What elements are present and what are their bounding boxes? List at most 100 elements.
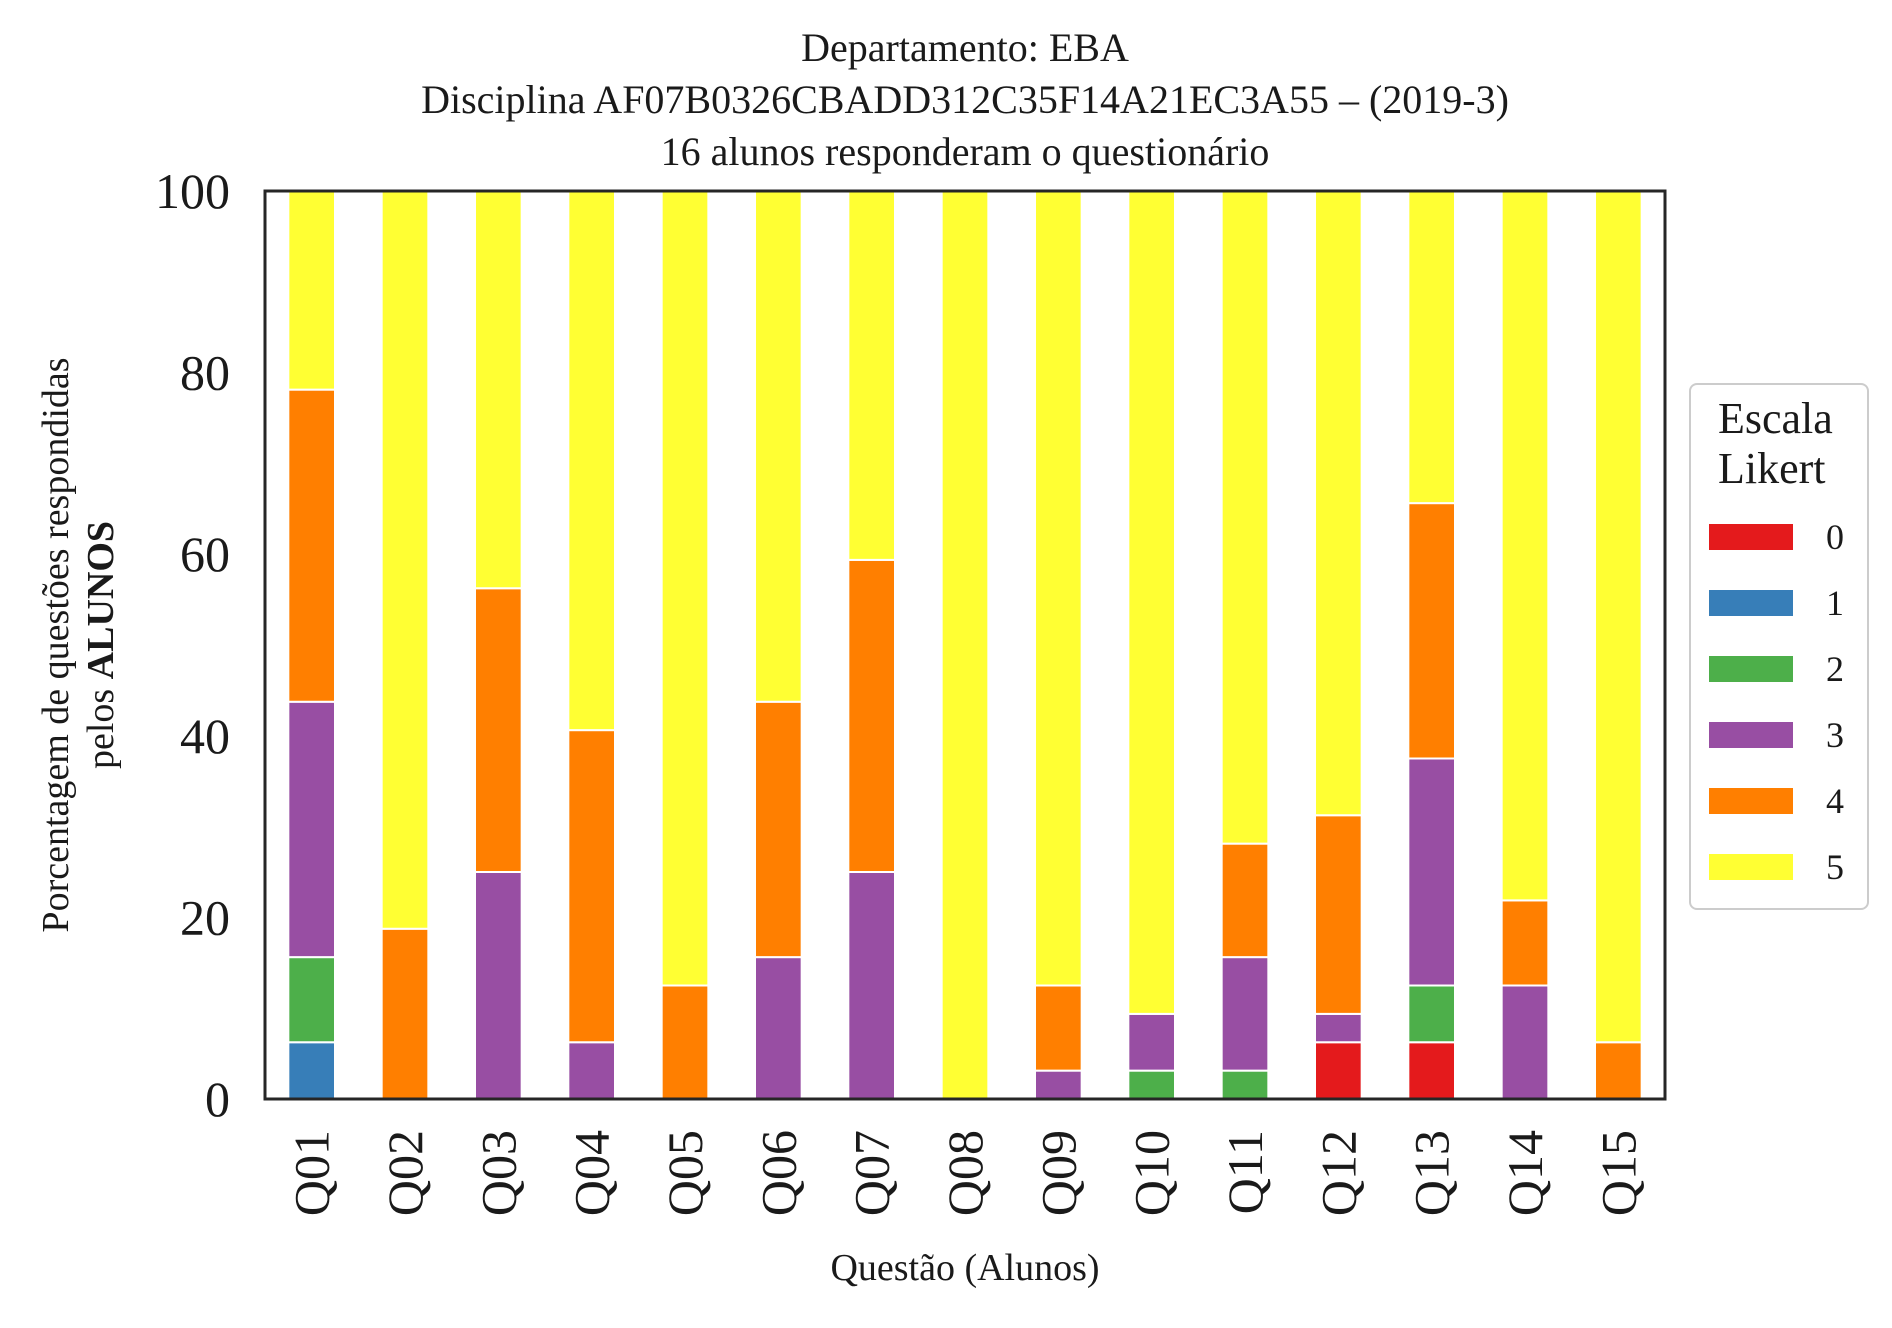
bar-segment-q06-scale-4 <box>754 700 803 959</box>
bar-segment-q13-scale-0 <box>1407 1041 1457 1100</box>
bar-segment-q06-scale-3 <box>754 956 803 1100</box>
bar-segment-q14-scale-5 <box>1500 190 1550 902</box>
bar-segment-q11-scale-5 <box>1220 190 1270 845</box>
x-tick-label: Q10 <box>1124 1130 1180 1216</box>
chart-title-line-1: Departamento: EBA <box>801 25 1129 70</box>
x-tick-label: Q14 <box>1497 1130 1553 1216</box>
x-tick-label: Q11 <box>1217 1130 1273 1214</box>
legend-swatch-0 <box>1709 524 1793 550</box>
y-tick-label: 20 <box>180 889 230 945</box>
y-axis-ticks: 0 20 40 60 80 100 <box>155 163 230 1127</box>
bar-segment-q13-scale-4 <box>1407 502 1457 760</box>
bar-segment-q01-scale-5 <box>287 190 337 391</box>
bar-segment-q12-scale-3 <box>1314 1012 1363 1044</box>
bar-segment-q01-scale-4 <box>287 388 337 703</box>
y-axis-label: Porcentagem de questões respondidas pelo… <box>35 357 122 932</box>
bar-segment-q09-scale-3 <box>1034 1069 1083 1100</box>
y-axis-label-bold: ALUNOS <box>80 521 122 679</box>
x-tick-label: Q13 <box>1404 1130 1460 1216</box>
legend-swatch-1 <box>1709 590 1793 616</box>
legend-items: 0 1 2 3 4 5 <box>1709 517 1844 887</box>
bar-segment-q09-scale-4 <box>1034 984 1083 1072</box>
bar-segment-q13-scale-3 <box>1407 757 1457 987</box>
x-tick-label: Q15 <box>1590 1130 1646 1216</box>
legend-swatch-2 <box>1709 656 1793 682</box>
legend-title-line-2: Likert <box>1718 444 1826 493</box>
bar-segment-q01-scale-1 <box>287 1041 337 1100</box>
bar-segment-q13-scale-5 <box>1407 190 1457 505</box>
bars <box>287 190 1643 1100</box>
y-axis-label-line2: pelos ALUNOS <box>80 521 122 769</box>
bar-segment-q08-scale-5 <box>940 190 990 1100</box>
y-tick-label: 0 <box>205 1071 230 1127</box>
bar-segment-q15-scale-4 <box>1594 1041 1643 1100</box>
legend-swatch-5 <box>1709 854 1793 880</box>
bar-segment-q04-scale-3 <box>567 1041 616 1100</box>
x-tick-label: Q05 <box>657 1130 713 1216</box>
bar-segment-q03-scale-4 <box>474 587 523 873</box>
x-tick-label: Q07 <box>844 1130 900 1216</box>
plot-frame <box>263 189 1667 1101</box>
chart-title-line-3: 16 alunos responderam o questionário <box>661 129 1270 174</box>
bar-segment-q14-scale-3 <box>1500 984 1550 1100</box>
bar-segment-q03-scale-5 <box>474 190 523 590</box>
bar-segment-q07-scale-4 <box>847 558 896 873</box>
bar-segment-q05-scale-5 <box>660 190 710 987</box>
bar-segment-q12-scale-5 <box>1314 190 1363 817</box>
legend-title-line-1: Escala <box>1718 394 1833 443</box>
y-tick-label: 60 <box>180 526 230 582</box>
chart-title: Departamento: EBA Disciplina AF07B0326CBA… <box>421 25 1509 174</box>
bar-segment-q10-scale-5 <box>1127 190 1177 1015</box>
bar-segment-q11-scale-3 <box>1220 956 1270 1072</box>
bar-segment-q14-scale-4 <box>1500 899 1550 987</box>
bar-segment-q02-scale-4 <box>380 927 430 1100</box>
x-tick-label: Q12 <box>1310 1130 1366 1216</box>
x-tick-label: Q02 <box>377 1130 433 1216</box>
legend-label-1: 1 <box>1826 583 1844 623</box>
legend-box <box>1689 383 1869 910</box>
bar-segment-q11-scale-4 <box>1220 842 1270 959</box>
bar-segment-q15-scale-5 <box>1594 190 1643 1044</box>
legend-label-5: 5 <box>1826 847 1844 887</box>
x-tick-label: Q06 <box>750 1130 806 1216</box>
bar-segment-q04-scale-5 <box>567 190 616 732</box>
bar-segment-q03-scale-3 <box>474 871 523 1100</box>
bar-segment-q01-scale-3 <box>287 700 337 959</box>
x-tick-label: Q04 <box>564 1130 620 1216</box>
y-tick-label: 100 <box>155 163 230 219</box>
bar-segment-q10-scale-3 <box>1127 1012 1177 1072</box>
bar-segment-q04-scale-4 <box>567 729 616 1044</box>
bar-segment-q07-scale-3 <box>847 871 896 1100</box>
x-tick-label: Q09 <box>1030 1130 1086 1216</box>
y-axis-label-line1: Porcentagem de questões respondidas <box>35 357 77 932</box>
bar-segment-q05-scale-4 <box>660 984 710 1100</box>
y-tick-label: 80 <box>180 345 230 401</box>
legend-swatch-4 <box>1709 788 1793 814</box>
bar-segment-q07-scale-5 <box>847 190 896 561</box>
bar-segment-q12-scale-0 <box>1314 1041 1363 1100</box>
x-tick-label: Q08 <box>937 1130 993 1216</box>
y-tick-label: 40 <box>180 708 230 764</box>
bar-segment-q12-scale-4 <box>1314 814 1363 1015</box>
x-axis-ticks: Q01 Q02 Q03 Q04 Q05 Q06 Q07 Q08 Q09 Q10 Q11 Q12 Q13 Q… <box>284 1130 1647 1216</box>
bar-segment-q11-scale-2 <box>1220 1069 1270 1100</box>
y-axis-label-prefix: pelos <box>80 679 122 769</box>
legend-label-4: 4 <box>1826 781 1844 821</box>
legend-swatch-3 <box>1709 722 1793 748</box>
x-tick-label: Q01 <box>284 1130 340 1216</box>
legend-label-2: 2 <box>1826 649 1844 689</box>
x-axis-label: Questão (Alunos) <box>830 1247 1099 1289</box>
bar-segment-q01-scale-2 <box>287 956 337 1044</box>
bar-segment-q09-scale-5 <box>1034 190 1083 987</box>
x-tick-label: Q03 <box>470 1130 526 1216</box>
bar-segment-q02-scale-5 <box>380 190 430 930</box>
bar-segment-q06-scale-5 <box>754 190 803 703</box>
legend-label-0: 0 <box>1826 517 1844 557</box>
bar-segment-q10-scale-2 <box>1127 1069 1177 1100</box>
chart-title-line-2: Disciplina AF07B0326CBADD312C35F14A21EC3… <box>421 77 1509 122</box>
bar-segment-q13-scale-2 <box>1407 984 1457 1044</box>
